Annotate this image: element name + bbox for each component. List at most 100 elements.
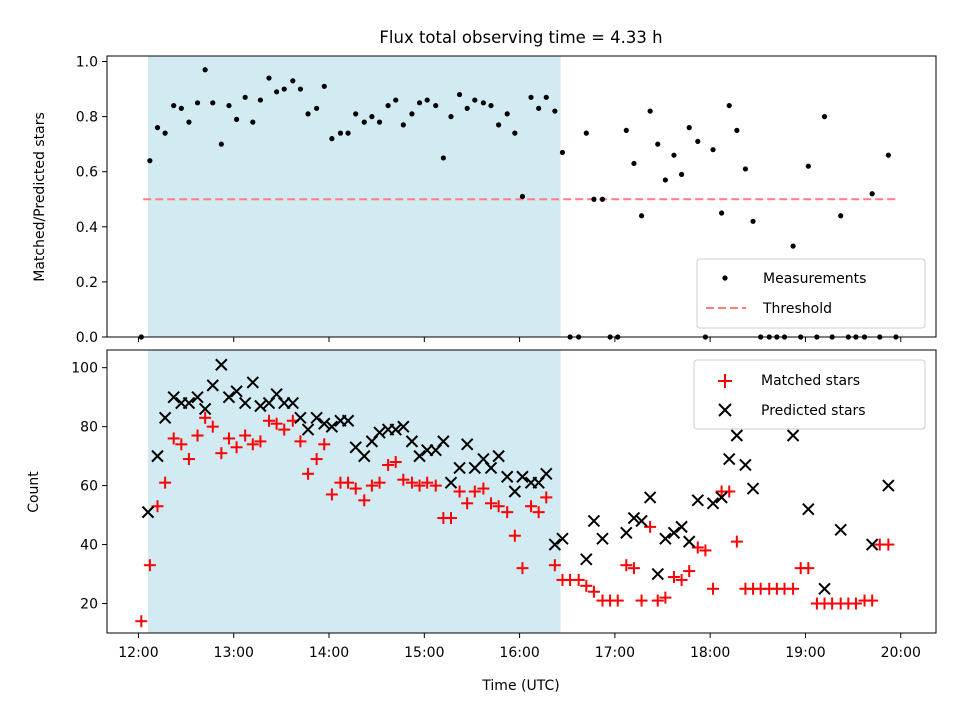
measurement-point bbox=[329, 136, 335, 142]
y-tick-label: 0.2 bbox=[76, 275, 98, 291]
measurement-point bbox=[552, 108, 558, 114]
measurement-point bbox=[321, 83, 327, 89]
measurement-point bbox=[400, 122, 406, 128]
measurement-point bbox=[480, 100, 486, 106]
measurement-point bbox=[250, 119, 256, 125]
measurement-point bbox=[655, 141, 661, 147]
top-y-axis-ticks: 0.0 0.2 0.4 0.6 0.8 1.0 bbox=[76, 55, 107, 346]
predicted-star-point bbox=[254, 399, 267, 413]
matched-star-point bbox=[516, 562, 529, 575]
measurement-point bbox=[591, 196, 597, 202]
predicted-star-point bbox=[206, 379, 219, 392]
predicted-star-point bbox=[341, 414, 355, 427]
predicted-star-point bbox=[301, 423, 315, 436]
predicted-star-point bbox=[215, 358, 228, 371]
measurement-point bbox=[242, 94, 248, 100]
predicted-star-point bbox=[484, 461, 498, 475]
matched-star-point bbox=[444, 512, 457, 525]
predicted-star-point bbox=[230, 385, 243, 398]
predicted-star-point bbox=[141, 505, 155, 519]
measurement-point bbox=[456, 91, 463, 98]
measurement-point bbox=[290, 78, 296, 84]
predicted-star-point bbox=[643, 491, 657, 504]
matched-star-point bbox=[310, 453, 323, 466]
matched-star-point bbox=[468, 485, 481, 498]
measurement-point bbox=[218, 141, 224, 147]
y-tick-label: 0.6 bbox=[76, 165, 98, 181]
top-y-axis-label: Matched/Predicted stars bbox=[32, 112, 48, 282]
legend-predicted-label: Predicted stars bbox=[761, 403, 866, 419]
measurement-point bbox=[599, 196, 606, 202]
measurement-point bbox=[464, 105, 470, 111]
legend-predicted-marker bbox=[718, 403, 732, 417]
matched-star-point bbox=[222, 432, 235, 445]
matched-star-point bbox=[667, 570, 680, 583]
measurement-point bbox=[678, 171, 685, 178]
predicted-star-point bbox=[802, 502, 815, 516]
x-tick-label: 17:00 bbox=[595, 645, 635, 661]
predicted-star-point bbox=[453, 461, 466, 475]
matched-star-point bbox=[143, 559, 156, 572]
measurement-point bbox=[186, 119, 192, 125]
legend-matched-label: Matched stars bbox=[761, 373, 860, 389]
matched-star-point bbox=[508, 529, 521, 542]
matched-star-point bbox=[492, 500, 505, 513]
matched-star-point bbox=[397, 473, 410, 486]
measurement-point bbox=[638, 213, 645, 219]
predicted-star-point bbox=[540, 467, 553, 481]
predicted-star-point bbox=[444, 476, 458, 489]
measurement-point bbox=[821, 114, 828, 120]
predicted-star-point bbox=[516, 470, 529, 483]
predicted-star-point bbox=[325, 420, 339, 433]
measurement-point bbox=[297, 86, 304, 92]
predicted-star-point bbox=[691, 494, 704, 507]
legend-threshold-label: Threshold bbox=[762, 301, 832, 317]
matched-star-point bbox=[802, 562, 815, 575]
measurement-point bbox=[790, 243, 796, 249]
matched-star-point bbox=[501, 506, 514, 519]
matched-star-point bbox=[651, 594, 664, 607]
matched-star-point bbox=[389, 456, 402, 469]
matched-star-point bbox=[572, 573, 585, 586]
measurement-point bbox=[734, 127, 740, 133]
bottom-x-axis-ticks: 12:00 13:00 14:00 15:00 16:00 17:00 18:00 19:00… bbox=[118, 633, 921, 661]
predicted-star-point bbox=[739, 458, 752, 472]
predicted-star-point bbox=[580, 553, 593, 566]
measurement-point bbox=[472, 97, 478, 103]
y-tick-label: 100 bbox=[71, 361, 98, 377]
measurement-point bbox=[742, 166, 749, 172]
predicted-star-point bbox=[191, 390, 204, 404]
measurement-point bbox=[233, 116, 240, 122]
matched-star-point bbox=[151, 500, 164, 513]
measurement-point bbox=[337, 130, 344, 136]
predicted-star-point bbox=[151, 449, 164, 463]
chart-title: Flux total observing time = 4.33 h bbox=[379, 28, 662, 47]
predicted-star-point bbox=[651, 567, 664, 581]
x-axis-label: Time (UTC) bbox=[481, 678, 559, 694]
measurement-point bbox=[686, 125, 692, 131]
y-tick-label: 60 bbox=[80, 479, 98, 495]
matched-star-point bbox=[191, 429, 204, 442]
predicted-star-point bbox=[746, 482, 760, 495]
matched-star-point bbox=[644, 520, 657, 533]
matched-star-point bbox=[413, 479, 426, 492]
y-tick-label: 40 bbox=[80, 538, 98, 554]
predicted-star-point bbox=[246, 376, 259, 389]
predicted-star-point bbox=[620, 526, 633, 539]
measurement-point bbox=[345, 130, 351, 136]
measurement-point bbox=[623, 127, 629, 133]
predicted-star-point bbox=[715, 491, 728, 504]
predicted-star-point bbox=[786, 429, 800, 442]
matched-star-point bbox=[866, 594, 879, 607]
measurement-point bbox=[393, 97, 399, 103]
predicted-star-point bbox=[373, 426, 386, 439]
matched-star-point bbox=[730, 535, 743, 548]
matched-star-point bbox=[318, 438, 331, 451]
matched-star-point bbox=[270, 417, 283, 430]
matched-star-point bbox=[627, 562, 640, 575]
predicted-star-point bbox=[667, 526, 681, 539]
predicted-star-point bbox=[492, 449, 505, 463]
measurement-point bbox=[710, 147, 716, 153]
x-tick-label: 15:00 bbox=[404, 645, 444, 661]
matched-star-point bbox=[167, 432, 180, 445]
